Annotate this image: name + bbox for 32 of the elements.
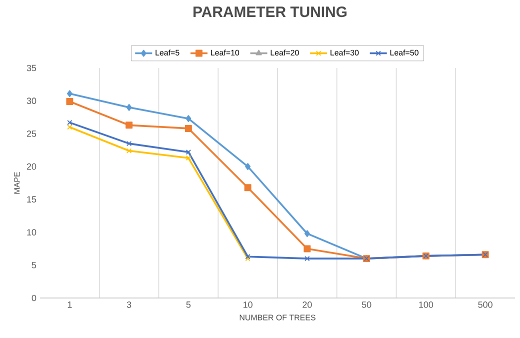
point [184,124,192,132]
y-tick-label: 0 [32,294,36,302]
point [126,122,133,129]
x-tick-label: 1 [68,302,72,308]
point [186,155,192,161]
point [304,245,311,252]
point [66,98,74,105]
point [245,163,251,170]
x-tick-label: 3 [126,302,132,308]
x-tick-label: 10 [244,302,252,308]
point [186,150,192,155]
y-tick-label: 25 [26,130,36,137]
point [126,104,132,111]
point [66,90,72,98]
point [186,115,192,122]
x-tick-label: 50 [362,302,372,308]
y-tick-label: 20 [26,163,36,170]
y-tick-label: 30 [26,98,36,104]
y-tick-label: 15 [27,196,36,203]
point [126,148,132,154]
x-tick-label: 20 [302,302,312,308]
point [304,256,310,262]
y-tick-label: 35 [26,64,36,72]
point [304,230,310,238]
y-tick-label: 5 [32,262,36,268]
x-tick-label: 100 [419,302,434,308]
y-tick-label: 10 [27,229,36,236]
point [244,184,252,192]
x-tick-label: 5 [186,302,191,308]
point [126,140,132,146]
x-tick-label: 500 [478,302,492,308]
chart-title: PARAMETER TUNING [194,6,347,18]
